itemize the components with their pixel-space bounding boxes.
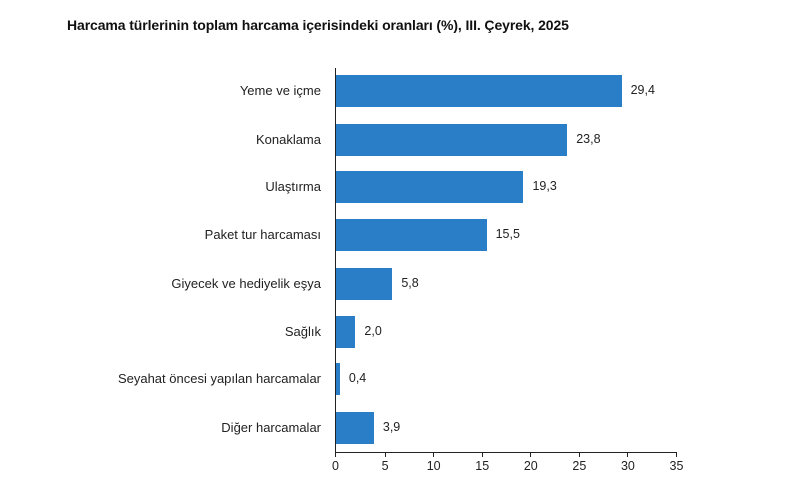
category-label: Paket tur harcaması bbox=[204, 227, 321, 242]
x-tick bbox=[481, 452, 483, 457]
value-label: 3,9 bbox=[382, 420, 401, 434]
value-label: 29,4 bbox=[630, 83, 655, 97]
x-tick-label: 30 bbox=[620, 459, 635, 473]
value-label: 19,3 bbox=[532, 179, 557, 193]
bar bbox=[336, 412, 374, 444]
y-axis-line bbox=[335, 68, 336, 453]
x-tick bbox=[627, 452, 629, 457]
bar bbox=[336, 316, 356, 348]
chart-title: Harcama türlerinin toplam harcama içeris… bbox=[67, 17, 569, 33]
bar bbox=[336, 268, 393, 300]
x-tick-label: 20 bbox=[523, 459, 538, 473]
category-label: Yeme ve içme bbox=[239, 83, 321, 98]
x-tick bbox=[530, 452, 532, 457]
value-label: 15,5 bbox=[495, 227, 520, 241]
x-tick-label: 25 bbox=[572, 459, 587, 473]
x-tick bbox=[578, 452, 580, 457]
x-tick bbox=[676, 452, 677, 457]
x-tick bbox=[335, 452, 336, 457]
x-axis-line bbox=[335, 452, 677, 453]
value-label: 5,8 bbox=[401, 276, 419, 290]
value-label: 2,0 bbox=[364, 324, 382, 338]
category-label: Konaklama bbox=[255, 132, 321, 147]
value-label: 23,8 bbox=[576, 132, 601, 146]
bar bbox=[336, 363, 340, 395]
category-label: Giyecek ve hediyelik eşya bbox=[171, 276, 321, 291]
bar bbox=[336, 75, 622, 107]
bar bbox=[336, 171, 524, 203]
x-tick-label: 35 bbox=[669, 459, 684, 473]
x-tick-label: 5 bbox=[381, 459, 389, 473]
x-tick bbox=[384, 452, 386, 457]
x-tick bbox=[433, 452, 435, 457]
category-label: Ulaştırma bbox=[265, 179, 321, 194]
x-tick-label: 15 bbox=[475, 459, 490, 473]
category-label: Diğer harcamalar bbox=[221, 420, 321, 435]
category-label: Seyahat öncesi yapılan harcamalar bbox=[117, 371, 321, 386]
category-label: Sağlık bbox=[284, 324, 321, 339]
value-label: 0,4 bbox=[348, 371, 367, 385]
x-tick-label: 10 bbox=[426, 459, 441, 473]
bar bbox=[336, 219, 487, 251]
bar bbox=[336, 124, 568, 156]
x-tick-label: 0 bbox=[332, 459, 339, 473]
